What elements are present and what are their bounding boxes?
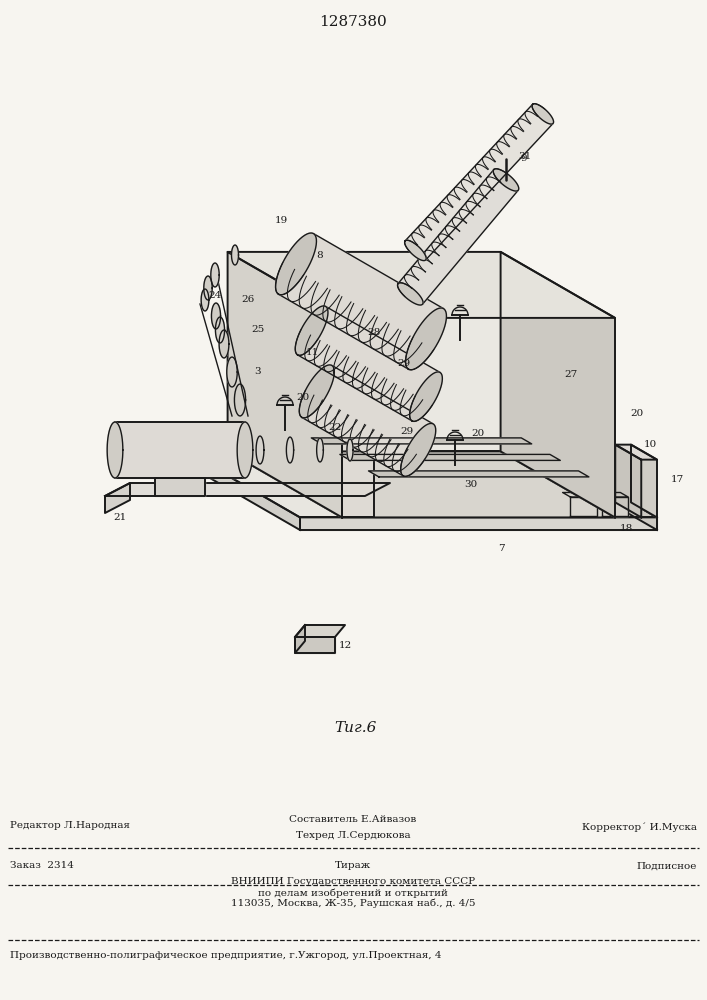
Polygon shape	[295, 625, 305, 653]
Polygon shape	[296, 306, 328, 355]
Polygon shape	[228, 252, 501, 451]
Text: 8: 8	[316, 250, 323, 259]
Polygon shape	[186, 451, 657, 517]
Polygon shape	[276, 233, 317, 295]
Text: 20: 20	[296, 393, 310, 402]
Text: 18: 18	[620, 524, 633, 533]
Polygon shape	[563, 492, 597, 497]
Text: ВНИИПИ Государственного комитета СССР: ВНИИПИ Государственного комитета СССР	[231, 878, 475, 886]
Text: 3: 3	[255, 367, 262, 376]
Polygon shape	[107, 422, 123, 478]
Text: 21: 21	[113, 514, 127, 522]
Polygon shape	[347, 439, 353, 461]
Polygon shape	[227, 357, 238, 387]
Text: Тираж: Тираж	[335, 861, 371, 870]
Text: 31: 31	[519, 152, 532, 161]
Polygon shape	[201, 289, 209, 311]
Text: 11: 11	[306, 348, 320, 357]
Text: Производственно-полиграфическое предприятие, г.Ужгород, ул.Проектная, 4: Производственно-полиграфическое предприя…	[10, 950, 441, 960]
Polygon shape	[401, 423, 436, 476]
Text: 29: 29	[397, 359, 411, 368]
Polygon shape	[340, 454, 561, 460]
Polygon shape	[615, 445, 641, 517]
Polygon shape	[317, 438, 323, 462]
Polygon shape	[298, 306, 440, 421]
Polygon shape	[299, 365, 334, 418]
Text: 113035, Москва, Ж-35, Раушская наб., д. 4/5: 113035, Москва, Ж-35, Раушская наб., д. …	[230, 898, 475, 908]
Polygon shape	[406, 308, 446, 370]
Polygon shape	[594, 492, 628, 497]
Text: по делам изобретений и открытий: по делам изобретений и открытий	[258, 888, 448, 898]
Polygon shape	[631, 445, 657, 517]
Text: 24: 24	[209, 290, 221, 300]
Polygon shape	[532, 104, 554, 124]
Polygon shape	[398, 170, 518, 304]
Polygon shape	[279, 234, 443, 369]
Polygon shape	[204, 276, 212, 300]
Text: 26: 26	[241, 296, 255, 304]
Text: 20: 20	[630, 409, 643, 418]
Polygon shape	[231, 245, 238, 265]
Polygon shape	[493, 169, 519, 191]
Polygon shape	[115, 422, 245, 478]
Polygon shape	[211, 303, 221, 329]
Polygon shape	[405, 104, 553, 260]
Text: 28: 28	[368, 328, 381, 337]
Text: Заказ  2314: Заказ 2314	[10, 861, 74, 870]
Polygon shape	[302, 365, 433, 476]
Polygon shape	[235, 384, 245, 416]
Polygon shape	[186, 451, 300, 530]
Text: Техред Л.Сердюкова: Техред Л.Сердюкова	[296, 830, 410, 840]
Text: Составитель Е.Айвазов: Составитель Е.Айвазов	[289, 816, 416, 824]
Text: 7: 7	[498, 544, 505, 553]
Text: 12: 12	[339, 641, 351, 650]
Text: 9: 9	[520, 154, 527, 163]
Polygon shape	[256, 436, 264, 464]
Text: 17: 17	[670, 475, 684, 484]
Polygon shape	[409, 372, 443, 421]
Text: 19: 19	[274, 216, 288, 225]
Polygon shape	[342, 318, 373, 517]
Text: Подписное: Подписное	[636, 861, 697, 870]
Text: 29: 29	[400, 427, 414, 436]
Polygon shape	[211, 263, 219, 287]
Polygon shape	[105, 483, 390, 496]
Polygon shape	[105, 483, 130, 513]
Polygon shape	[542, 451, 657, 530]
Text: 1287380: 1287380	[319, 15, 387, 29]
Polygon shape	[295, 625, 345, 637]
Text: 30: 30	[464, 480, 477, 489]
Polygon shape	[368, 471, 589, 477]
Polygon shape	[228, 451, 615, 517]
Polygon shape	[286, 437, 293, 463]
Polygon shape	[300, 517, 657, 530]
Polygon shape	[311, 438, 532, 444]
Text: 25: 25	[252, 326, 264, 334]
Polygon shape	[404, 240, 426, 261]
Polygon shape	[228, 252, 615, 318]
Polygon shape	[237, 422, 253, 478]
Text: 20: 20	[472, 428, 484, 438]
Text: Τиг.6: Τиг.6	[334, 721, 376, 735]
Polygon shape	[295, 637, 335, 653]
Polygon shape	[602, 497, 628, 516]
Polygon shape	[216, 317, 225, 343]
Polygon shape	[615, 445, 657, 460]
Polygon shape	[397, 283, 423, 305]
Text: 10: 10	[644, 440, 657, 449]
Polygon shape	[155, 478, 205, 496]
Polygon shape	[228, 252, 342, 517]
Text: 27: 27	[565, 370, 578, 379]
Text: Редактор Л.Народная: Редактор Л.Народная	[10, 820, 130, 830]
Polygon shape	[219, 330, 229, 358]
Text: 22: 22	[328, 424, 341, 432]
Polygon shape	[571, 497, 597, 516]
Polygon shape	[501, 252, 615, 517]
Text: Корректор´ И.Муска: Корректор´ И.Муска	[582, 822, 697, 832]
